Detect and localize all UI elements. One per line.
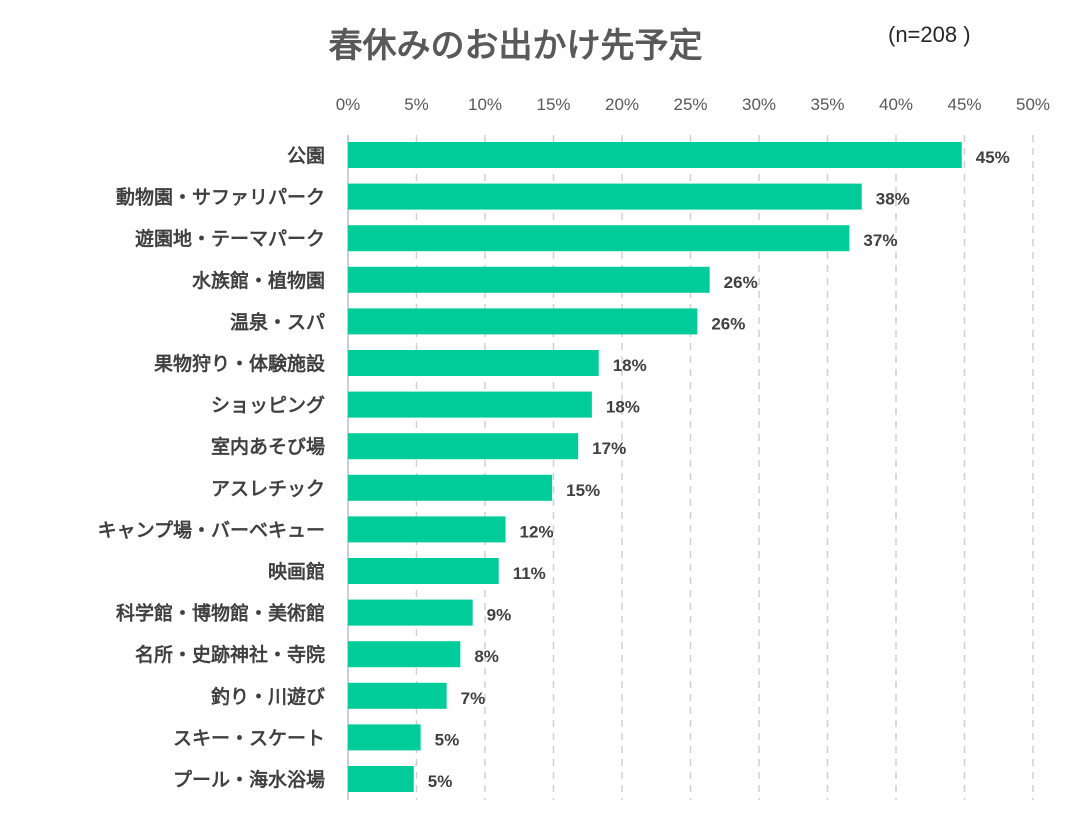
category-label: スキー・スケート <box>173 727 325 749</box>
bar <box>348 142 962 168</box>
category-label: 遊園地・テーマパーク <box>135 227 325 250</box>
bar <box>348 682 447 709</box>
category-label: 水族館・植物園 <box>192 269 325 292</box>
x-tick-label: 35% <box>810 95 844 114</box>
category-label: 釣り・川遊び <box>211 685 325 708</box>
x-tick-label: 45% <box>947 95 981 114</box>
sample-size: (n=208 ) <box>888 22 971 47</box>
bar <box>348 558 499 584</box>
bar <box>348 308 698 335</box>
data-label: 12% <box>520 522 554 541</box>
bar <box>348 599 473 626</box>
category-label: 動物園・サファリパーク <box>116 186 325 209</box>
category-label: キャンプ場・バーベキュー <box>98 518 325 541</box>
data-label: 37% <box>863 231 897 250</box>
x-tick-label: 50% <box>1016 95 1050 114</box>
data-label: 18% <box>613 356 647 375</box>
data-label: 11% <box>513 564 546 583</box>
bar <box>348 350 599 376</box>
chart-title: 春休みのお出かけ先予定 <box>328 27 703 65</box>
data-label: 5% <box>428 772 453 791</box>
category-label: ショッピング <box>211 394 325 417</box>
x-tick-label: 10% <box>468 95 502 114</box>
data-label: 8% <box>474 647 499 666</box>
data-label: 5% <box>435 730 460 749</box>
category-label: 公園 <box>287 145 325 167</box>
category-label: 名所・史跡神社・寺院 <box>135 643 325 666</box>
category-label: 科学館・博物館・美術館 <box>116 602 325 625</box>
data-label: 18% <box>606 398 640 417</box>
bar <box>348 516 506 543</box>
data-label: 17% <box>592 439 626 458</box>
x-tick-label: 30% <box>742 95 776 114</box>
data-label: 26% <box>724 273 758 292</box>
bar <box>348 266 710 293</box>
x-tick-label: 0% <box>336 95 361 114</box>
category-label: アスレチック <box>211 478 325 500</box>
bar <box>348 766 414 792</box>
x-tick-label: 5% <box>404 95 429 114</box>
data-label: 26% <box>711 314 745 333</box>
x-tick-label: 15% <box>536 95 570 114</box>
data-label: 45% <box>976 148 1010 167</box>
bar <box>348 183 862 210</box>
category-label: プール・海水浴場 <box>173 768 325 791</box>
bar <box>348 433 579 460</box>
data-label: 7% <box>461 689 486 708</box>
x-tick-label: 40% <box>879 95 913 114</box>
category-label: 温泉・スパ <box>230 310 325 333</box>
bar <box>348 225 850 252</box>
category-label: 室内あそび場 <box>211 435 325 458</box>
bar <box>348 474 553 501</box>
bar <box>348 724 421 751</box>
data-label: 38% <box>876 190 910 209</box>
category-label: 映画館 <box>268 560 325 583</box>
bar <box>348 391 592 418</box>
x-tick-label: 20% <box>605 95 639 114</box>
data-label: 9% <box>487 606 512 625</box>
bar <box>348 641 461 668</box>
category-label: 果物狩り・体験施設 <box>153 352 326 375</box>
data-label: 15% <box>566 481 600 500</box>
x-tick-label: 25% <box>673 95 707 114</box>
